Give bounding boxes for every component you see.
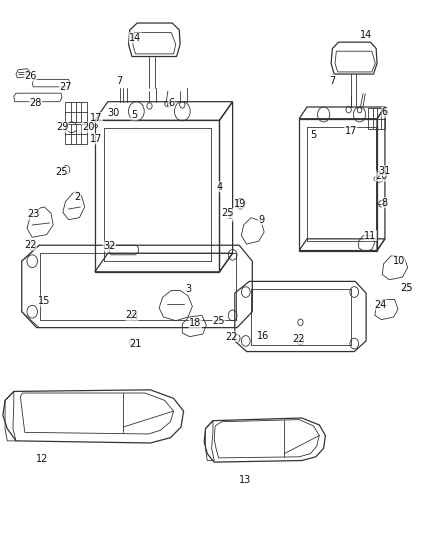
Text: 23: 23 xyxy=(27,209,39,220)
Text: 22: 22 xyxy=(225,332,237,342)
Text: 26: 26 xyxy=(24,71,36,81)
Text: 29: 29 xyxy=(56,122,68,132)
Text: 17: 17 xyxy=(344,126,356,136)
Text: 20: 20 xyxy=(374,171,387,181)
Text: 32: 32 xyxy=(103,241,115,251)
Text: 22: 22 xyxy=(24,240,37,250)
Text: 15: 15 xyxy=(38,296,50,306)
Text: 6: 6 xyxy=(381,107,387,117)
Text: 31: 31 xyxy=(378,166,390,176)
Text: 22: 22 xyxy=(291,334,304,344)
Text: 7: 7 xyxy=(328,77,335,86)
Text: 14: 14 xyxy=(359,30,371,41)
Text: 13: 13 xyxy=(238,475,251,485)
Text: 28: 28 xyxy=(29,98,42,108)
Text: 25: 25 xyxy=(56,167,68,177)
Text: 22: 22 xyxy=(125,310,138,320)
Text: 17: 17 xyxy=(90,134,102,144)
Text: 25: 25 xyxy=(221,208,233,219)
Text: 27: 27 xyxy=(59,82,71,92)
Text: 17: 17 xyxy=(90,112,102,123)
Text: 30: 30 xyxy=(107,108,120,118)
Text: 14: 14 xyxy=(129,33,141,43)
Text: 20: 20 xyxy=(82,122,94,132)
Text: 8: 8 xyxy=(381,198,387,208)
Text: 4: 4 xyxy=(216,182,222,192)
Text: 7: 7 xyxy=(116,77,122,86)
Text: 19: 19 xyxy=(234,199,246,209)
Text: 9: 9 xyxy=(258,215,264,225)
Text: 11: 11 xyxy=(364,231,376,241)
Text: 5: 5 xyxy=(131,110,137,120)
Text: 16: 16 xyxy=(257,330,269,341)
Text: 6: 6 xyxy=(168,98,174,108)
Text: 25: 25 xyxy=(399,283,412,293)
Text: 1: 1 xyxy=(227,211,233,221)
Text: 21: 21 xyxy=(129,338,141,349)
Text: 10: 10 xyxy=(392,256,404,266)
Text: 12: 12 xyxy=(36,454,48,464)
Text: 3: 3 xyxy=(185,284,191,294)
Text: 5: 5 xyxy=(310,130,316,140)
Text: 2: 2 xyxy=(74,192,80,203)
Text: 25: 25 xyxy=(212,316,224,326)
Text: 24: 24 xyxy=(374,300,386,310)
Text: 18: 18 xyxy=(189,318,201,328)
